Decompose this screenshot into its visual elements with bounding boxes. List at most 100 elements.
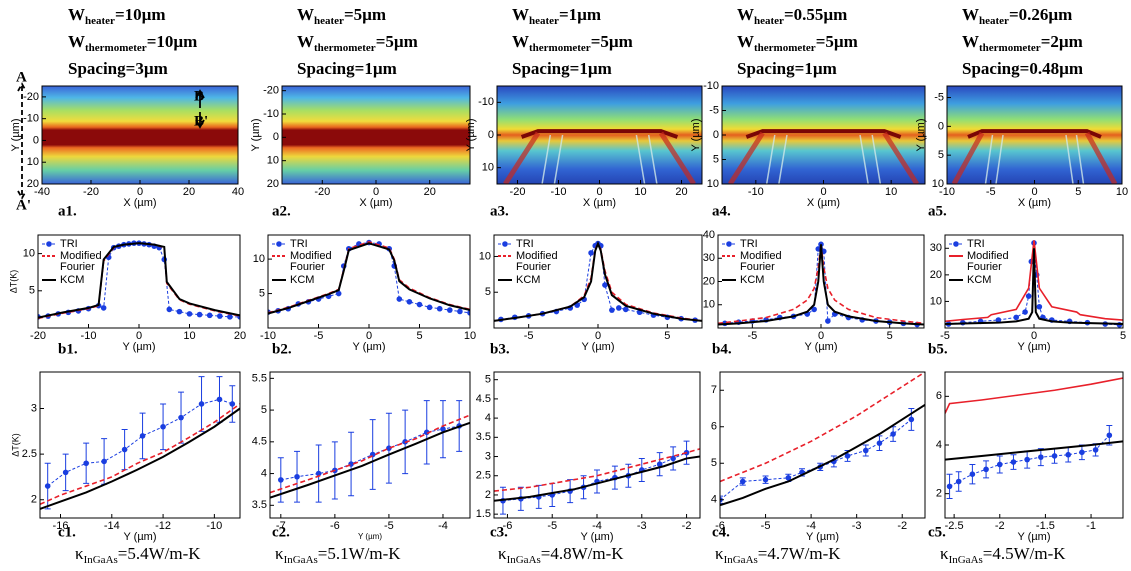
data-point (315, 470, 322, 477)
x-axis-label: Y (µm) (580, 531, 613, 543)
data-point (440, 426, 446, 432)
plot-area (947, 86, 1122, 184)
panel-label: c2. (272, 524, 290, 540)
x-tick-label: -5 (524, 330, 534, 342)
y-tick-label: 10 (479, 250, 491, 262)
x-tick-label: 0 (137, 186, 143, 198)
thermal-conductivity-sub: InGaAs (949, 554, 983, 566)
y-tick-label: 0 (488, 129, 494, 141)
thermometer-lead (859, 134, 869, 184)
thermometer-width-rest: =10µm (147, 32, 198, 51)
heater-width: Wheater=0.55µm (737, 5, 847, 27)
data-point (206, 312, 213, 319)
y-tick-label: 4 (261, 467, 267, 479)
thermometer-width: Wthermometer=5µm (512, 32, 633, 54)
heater-width-rest: =0.26µm (1009, 5, 1072, 24)
plot-area (722, 86, 925, 184)
series-line (270, 414, 470, 494)
thermal-conductivity: κInGaAs=5.1W/m-K (275, 544, 401, 566)
panel-label: c5. (928, 524, 946, 540)
heater-width-sub: heater (529, 15, 559, 27)
heater-width-base: W (737, 5, 754, 24)
data-point (983, 466, 989, 473)
data-point (406, 299, 413, 305)
y-tick-label: 10 (930, 295, 942, 307)
x-tick-label: -5 (547, 520, 557, 532)
heater-width-sub: heater (979, 15, 1009, 27)
heater-width: Wheater=10µm (68, 5, 166, 27)
x-tick-label: 0 (596, 186, 602, 198)
y-tick-label: 5 (259, 287, 265, 299)
y-tick-label: 5 (261, 404, 267, 416)
y-tick-label: -10 (23, 113, 39, 125)
x-tick-label: 10 (464, 330, 476, 342)
y-tick-label: 5.5 (252, 372, 267, 384)
plot-area (38, 240, 240, 320)
error-bar (720, 495, 723, 504)
y-tick-label: 7 (711, 384, 717, 396)
x-tick-label: -2 (995, 520, 1005, 532)
annotation: A' (16, 197, 31, 213)
y-tick-label: 10 (267, 155, 279, 167)
legend-label: TRI (740, 238, 758, 250)
panel-label: a1. (58, 203, 77, 219)
panel-label: a5. (928, 203, 947, 219)
legend-label: Modified Fourier (60, 250, 105, 273)
thermal-conductivity-rest: =4.8W/m-K (541, 544, 624, 563)
heater-width-sub: heater (754, 15, 784, 27)
axes-frame (719, 371, 926, 519)
data-point (616, 305, 622, 311)
panel-label: a2. (272, 203, 291, 219)
thermometer-width-sub: thermometer (85, 42, 147, 54)
x-tick-label: 0 (1031, 186, 1037, 198)
legend-label: TRI (60, 238, 78, 250)
data-point (969, 471, 976, 478)
heater-trace (745, 129, 902, 139)
x-tick-label: 0 (818, 330, 824, 342)
y-axis-label: Y (µm) (915, 118, 927, 151)
data-point (216, 396, 223, 403)
thermometer-width-base: W (68, 32, 85, 51)
x-tick-label: -10 (81, 330, 97, 342)
x-tick-label: -5 (761, 520, 771, 532)
thermal-conductivity-base: κ (940, 544, 949, 563)
data-point (386, 445, 392, 451)
data-point (196, 311, 203, 318)
y-tick-label: 2 (936, 488, 942, 500)
thermometer-width: Wthermometer=10µm (68, 32, 197, 54)
data-point (1092, 447, 1099, 453)
x-tick-label: -20 (30, 330, 46, 342)
x-tick-label: 0 (820, 186, 826, 198)
x-tick-label: 5 (1120, 330, 1126, 342)
thermal-conductivity-base: κ (498, 544, 507, 563)
cut-arrow (17, 82, 27, 200)
y-tick-label: -5 (934, 91, 944, 103)
x-axis-label: Y (µm) (806, 531, 839, 543)
y-axis-label: Y (µm) (690, 118, 702, 151)
x-tick-label: -10 (260, 330, 276, 342)
heater-width-base: W (512, 5, 529, 24)
y-axis-label: ΔT(K) (8, 270, 18, 294)
heater-glow (728, 131, 919, 184)
y-axis-label: Y (µm) (465, 118, 477, 151)
series-line (945, 440, 1123, 461)
data-point (876, 440, 883, 446)
y-tick-label: 6 (936, 390, 942, 402)
data-point (1024, 456, 1030, 463)
data-point (447, 307, 453, 313)
series-line (268, 242, 470, 315)
legend-marker (276, 241, 282, 247)
data-point (739, 478, 746, 485)
data-point (229, 401, 236, 407)
x-tick-label: 0 (136, 330, 142, 342)
y-tick-label: 10 (707, 178, 719, 190)
data-point (1022, 309, 1028, 315)
thermal-conductivity-rest: =5.1W/m-K (318, 544, 401, 563)
annotation: B' (194, 113, 208, 129)
thermometer-lead (871, 134, 882, 184)
y-tick-label: 4.5 (252, 436, 267, 448)
series-line (718, 244, 924, 326)
x-tick-label: 20 (183, 186, 195, 198)
x-tick-label: -40 (34, 186, 50, 198)
thermal-conductivity-sub: InGaAs (84, 554, 118, 566)
